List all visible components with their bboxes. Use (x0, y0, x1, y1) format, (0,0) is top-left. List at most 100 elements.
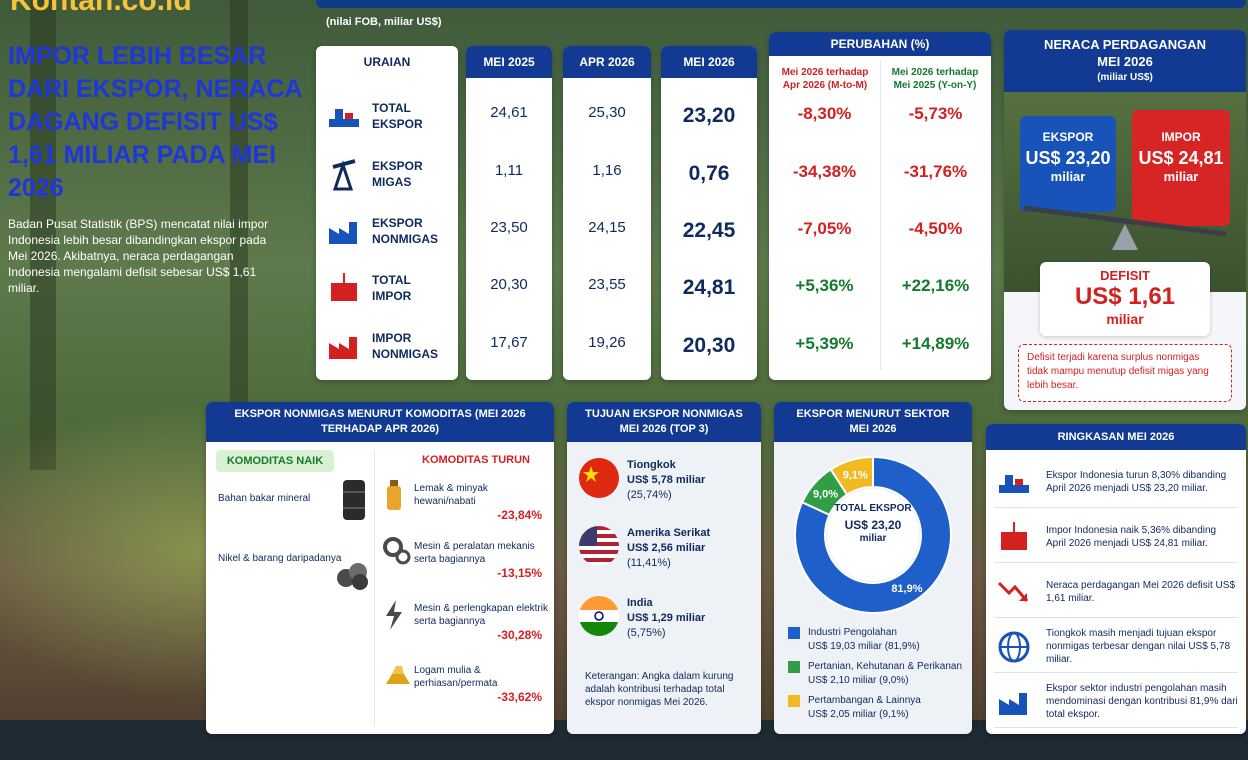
legend-item: Pertanian, Kehutanan & Perikanan US$ 2,10… (788, 660, 962, 688)
uraian-row: TOTAL IMPOR (326, 270, 442, 306)
ekspor-label: EKSPOR (1042, 130, 1094, 144)
perubahan-divider (880, 60, 881, 370)
perubahan-title: PERUBAHAN (%) (769, 32, 991, 56)
yoy-value: -31,76% (903, 162, 968, 181)
top-strip (316, 0, 1246, 8)
legend-swatch (788, 661, 800, 673)
impor-value: US$ 24,81 (1138, 148, 1224, 168)
komoditas-title: EKSPOR NONMIGAS MENURUT KOMODITAS (MEI 2… (206, 402, 554, 442)
legend-text: Pertanian, Kehutanan & Perikanan US$ 2,10… (808, 660, 962, 688)
donut-center: TOTAL EKSPOR US$ 23,20 miliar (832, 502, 914, 545)
apr2026-header: APR 2026 (563, 46, 651, 78)
oil-bottle-icon (382, 478, 406, 517)
mei2026-value: 0,76 (688, 162, 730, 185)
turun-item-label: Logam mulia & perhiasan/permata (414, 665, 498, 689)
legend-label: Pertambangan & Lainnya (808, 695, 921, 706)
trend-down-icon (994, 577, 1034, 607)
mtm-value: -34,38% (792, 162, 857, 181)
destination-country: Tiongkok (627, 459, 676, 471)
oil-pump-icon (326, 156, 362, 192)
mei2026-value: 20,30 (682, 334, 736, 357)
summary-text: Impor Indonesia naik 5,36% dibanding Apr… (1046, 524, 1217, 549)
legend-text: Industri Pengolahan US$ 19,03 miliar (81,… (808, 626, 920, 654)
legend-item: Industri Pengolahan US$ 19,03 miliar (81,… (788, 626, 920, 654)
background-tree (30, 0, 56, 470)
mei2026-card: MEI 2026 23,20 0,76 22,45 24,81 20,30 (661, 46, 757, 380)
container-icon (326, 270, 362, 306)
destination-share: (5,75%) (627, 627, 666, 639)
background-tree (230, 0, 248, 470)
turun-item-label: Mesin & peralatan mekanis serta bagianny… (414, 541, 535, 565)
destination-value: US$ 2,56 miliar (627, 542, 706, 554)
turun-item-value: -33,62% (497, 690, 542, 704)
komoditas-turun-label: KOMODITAS TURUN (422, 454, 530, 466)
ringkasan-title: RINGKASAN MEI 2026 (986, 424, 1246, 450)
factory-icon (994, 687, 1034, 717)
legend-label: Pertanian, Kehutanan & Perikanan (808, 661, 962, 672)
page-title: IMPOR LEBIH BESAR DARI EKSPOR, NERACA DA… (8, 42, 302, 202)
yoy-header: Mei 2026 terhadap Mei 2025 (Y-on-Y) (891, 67, 979, 91)
ekspor-box: EKSPOR US$ 23,20 miliar (1020, 116, 1116, 212)
uraian-header: URAIAN (363, 55, 411, 69)
apr2026-value: 23,55 (588, 276, 626, 293)
donut-center-label: TOTAL EKSPOR (834, 503, 912, 514)
destination-item: Tiongkok US$ 5,78 miliar (25,74%) (627, 458, 705, 503)
summary-text: Neraca perdagangan Mei 2026 defisit US$ … (1046, 579, 1236, 604)
mei2025-card: MEI 2025 24,61 1,11 23,50 20,30 17,67 (466, 46, 552, 380)
turun-item-value: -23,84% (497, 508, 542, 522)
summary-text: Ekspor Indonesia turun 8,30% dibanding A… (1046, 469, 1227, 494)
destination-country: India (627, 597, 653, 609)
destination-country: Amerika Serikat (627, 527, 711, 539)
uraian-card: URAIAN TOTAL EKSPOR EKSPOR MIGAS EKSPOR NO… (316, 46, 458, 380)
turun-item-label: Mesin & perlengkapan elektrik serta bagi… (414, 603, 548, 627)
ship-icon (326, 98, 362, 134)
lead-paragraph: Badan Pusat Statistik (BPS) mencatat nil… (8, 217, 269, 295)
uraian-row-label: EKSPOR MIGAS (372, 159, 423, 189)
mei2025-value: 24,61 (490, 104, 528, 121)
destination-item: Amerika Serikat US$ 2,56 miliar (11,41%) (627, 526, 710, 571)
barrel-icon (343, 480, 365, 520)
donut-slice-label: 9,1% (843, 470, 868, 482)
defisit-label: DEFISIT (1100, 268, 1150, 283)
gears-icon (382, 536, 412, 571)
defisit-box: DEFISIT US$ 1,61 miliar (1040, 262, 1210, 336)
uraian-row: EKSPOR NONMIGAS (326, 213, 442, 249)
ship-icon (994, 467, 1034, 497)
impor-label: IMPOR (1161, 130, 1201, 144)
neraca-header: NERACA PERDAGANGAN MEI 2026 (miliar US$) (1004, 30, 1246, 92)
apr2026-value: 1,16 (592, 162, 622, 179)
ekspor-unit: miliar (1050, 169, 1086, 184)
komoditas-naik-label: KOMODITAS NAIK (216, 450, 334, 472)
container-icon (994, 520, 1034, 554)
sektor-title: EKSPOR MENURUT SEKTOR MEI 2026 (774, 402, 972, 442)
perubahan-card: PERUBAHAN (%) Mei 2026 terhadap Apr 2026… (769, 32, 991, 380)
donut-slice-label: 9,0% (813, 489, 838, 501)
mtm-value: -7,05% (797, 219, 852, 238)
yoy-value: -4,50% (908, 219, 963, 238)
uraian-row: EKSPOR MIGAS (326, 156, 442, 192)
summary-row: Ekspor sektor industri pengolahan masih … (994, 676, 1238, 728)
neraca-note: Defisit terjadi karena surplus nonmigas … (1018, 344, 1232, 402)
mei2025-value: 23,50 (490, 219, 528, 236)
summary-row: Ekspor Indonesia turun 8,30% dibanding A… (994, 456, 1238, 508)
factory-red-icon (326, 328, 362, 364)
donut-slice (829, 455, 874, 497)
summary-row: Neraca perdagangan Mei 2026 defisit US$ … (994, 566, 1238, 618)
destination-value: US$ 5,78 miliar (627, 474, 706, 486)
legend-value: US$ 19,03 miliar (81,9%) (808, 641, 920, 652)
donut-slice (794, 455, 952, 614)
uraian-row-label: TOTAL EKSPOR (372, 101, 423, 131)
globe-icon (994, 630, 1034, 664)
mei2026-header: MEI 2026 (661, 46, 757, 78)
destination-item: India US$ 1,29 miliar (5,75%) (627, 596, 705, 641)
summary-row: Tiongkok masih menjadi tujuan ekspor non… (994, 621, 1238, 673)
lightning-icon (382, 598, 406, 637)
naik-item-label: Nikel & barang daripadanya (218, 553, 342, 564)
turun-item-value: -13,15% (497, 566, 542, 580)
apr2026-value: 24,15 (588, 219, 626, 236)
legend-value: US$ 2,10 miliar (9,0%) (808, 675, 909, 686)
kontan-logo[interactable]: Kontan.co.id (10, 0, 192, 17)
turun-item-value: -30,28% (497, 628, 542, 642)
mei2026-value: 22,45 (682, 219, 736, 242)
apr2026-card: APR 2026 25,30 1,16 24,15 23,55 19,26 (563, 46, 651, 380)
